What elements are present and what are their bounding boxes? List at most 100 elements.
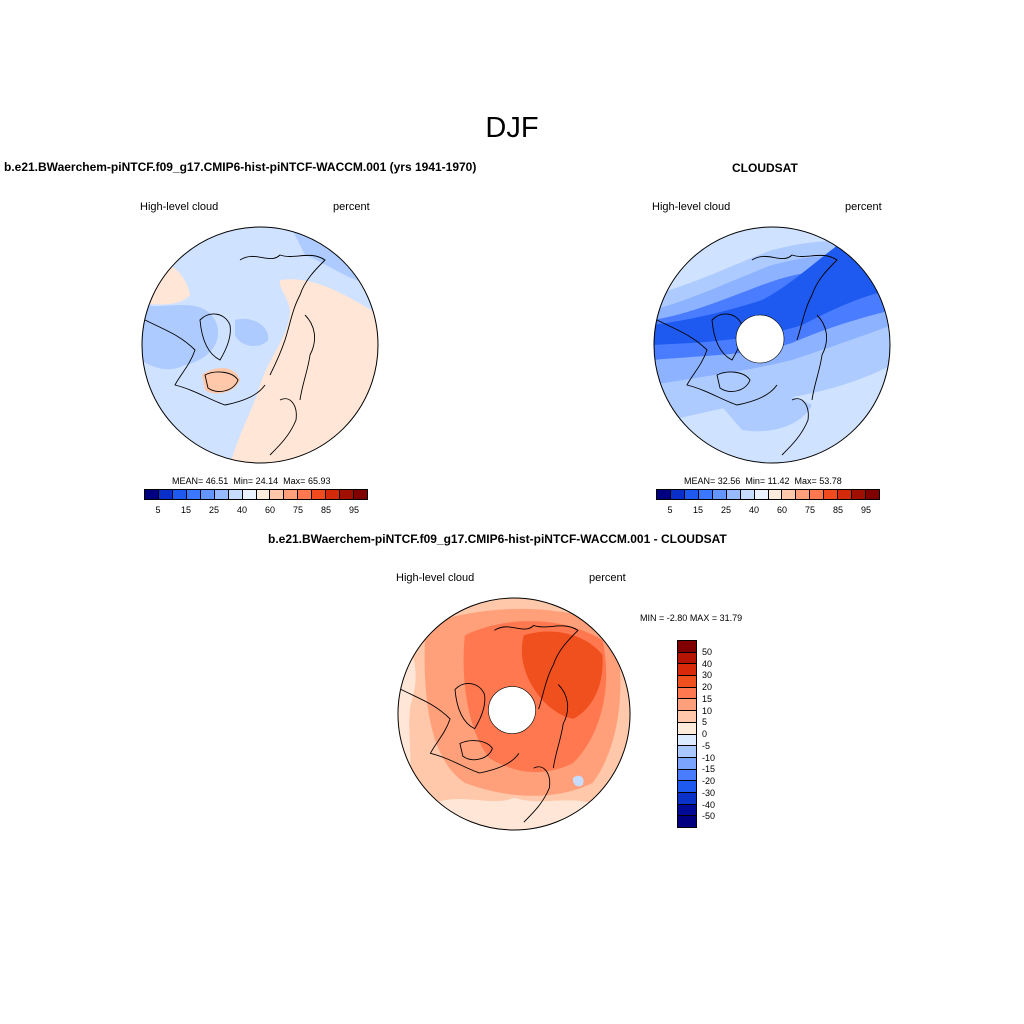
diff-colorbar-swatch (678, 664, 696, 677)
diff-colorbar-tick-label: -20 (702, 776, 716, 786)
obs-max-value: 53.78 (819, 476, 842, 486)
model-units-label: percent (333, 201, 370, 213)
obs-min-label: Min= (745, 476, 766, 486)
obs-colorbar-swatch (768, 490, 783, 499)
obs-colorbar-ticks: 5 15 25 40 60 75 85 95 (656, 505, 880, 517)
diff-max-value: 31.79 (719, 613, 743, 623)
obs-field-pale-west (654, 264, 671, 287)
obs-max-label: Max= (794, 476, 817, 486)
model-coastline-alaska (299, 314, 316, 401)
model-colorbar (144, 489, 368, 500)
obs-pole-hole (735, 314, 785, 364)
obs-colorbar-tick-label: 85 (832, 505, 844, 515)
diff-colorbar-swatch (678, 722, 696, 735)
model-colorbar-swatch (200, 490, 215, 499)
diff-colorbar-tick-label: 15 (702, 693, 713, 704)
obs-panel-title: CLOUDSAT (732, 161, 798, 175)
obs-min-value: 11.42 (767, 476, 790, 486)
diff-colorbar-ticks: 50 40 30 20 15 10 5 0 -5 -10 -15 -20 -30 -40 -50 (702, 640, 732, 828)
diff-coastline-eurasia (494, 624, 579, 710)
diff-max-label: MAX = (689, 613, 718, 623)
obs-colorbar-tick-label: 75 (804, 505, 816, 515)
obs-colorbar-swatch (782, 490, 797, 499)
diff-colorbar-tick-label: 5 (702, 717, 708, 728)
obs-polar-map (653, 226, 891, 464)
diff-coastline-scandinavia (523, 766, 551, 823)
model-field-warm-east (230, 279, 378, 463)
obs-colorbar-swatch (754, 490, 769, 499)
obs-colorbar-tick-label: 40 (748, 505, 760, 515)
diff-units-label: percent (589, 572, 626, 584)
diff-coastline-hudson (459, 740, 493, 761)
obs-colorbar-tick-label: 60 (776, 505, 788, 515)
obs-colorbar-swatch (824, 490, 839, 499)
diff-stats: MIN = -2.80 MAX = 31.79 (640, 613, 742, 623)
obs-mean-value: 32.56 (717, 476, 741, 486)
obs-colorbar (656, 489, 880, 500)
model-colorbar-swatch (354, 490, 367, 499)
model-max-value: 65.93 (307, 476, 331, 486)
obs-colorbar-swatch (684, 490, 699, 499)
diff-colorbar-tick-label: 0 (702, 729, 708, 739)
model-panel-title: b.e21.BWaerchem-piNTCF.f09_g17.CMIP6-his… (4, 160, 477, 174)
diff-colorbar-swatch (678, 711, 696, 723)
obs-colorbar-swatch (712, 490, 727, 499)
obs-colorbar-swatch (838, 490, 853, 499)
model-colorbar-ticks: 5 15 25 40 60 75 85 95 (144, 505, 368, 517)
model-mean-value: 46.51 (205, 476, 229, 486)
model-field-cool-center (235, 318, 269, 347)
diff-coastline-alaska (552, 684, 569, 769)
diff-colorbar-tick-label: 40 (702, 658, 713, 669)
diff-colorbar-swatch (678, 792, 696, 805)
model-colorbar-swatch (242, 490, 257, 499)
diff-colorbar-tick-label: -50 (702, 811, 716, 822)
diff-colorbar-tick-label: -30 (702, 787, 716, 798)
diff-colorbar-tick-label: -5 (702, 740, 711, 751)
obs-colorbar-tick-label: 5 (667, 505, 673, 515)
model-min-label: Min= (233, 476, 254, 486)
model-colorbar-tick-label: 40 (236, 505, 248, 515)
model-colorbar-swatch (256, 490, 271, 499)
diff-colorbar-swatch (678, 652, 696, 665)
obs-field-light-south (712, 389, 812, 432)
model-colorbar-tick-label: 15 (180, 505, 192, 515)
diff-colorbar (677, 640, 697, 828)
obs-colorbar-swatch (796, 490, 811, 499)
model-colorbar-swatch (186, 490, 201, 499)
model-coastline-canada (144, 319, 266, 406)
model-colorbar-swatch (145, 490, 159, 499)
model-colorbar-swatch (228, 490, 243, 499)
obs-stats: MEAN= 32.56 Min= 11.42 Max= 53.78 (684, 476, 842, 486)
model-colorbar-tick-label: 5 (155, 505, 161, 515)
obs-units-label: percent (845, 201, 882, 213)
obs-colorbar-tick-label: 15 (692, 505, 704, 515)
diff-colorbar-tick-label: 10 (702, 705, 713, 716)
model-colorbar-tick-label: 95 (348, 505, 360, 515)
model-colorbar-tick-label: 85 (320, 505, 332, 515)
model-colorbar-swatch (298, 490, 313, 499)
diff-colorbar-swatch (678, 687, 696, 700)
diff-colorbar-swatch (678, 746, 696, 758)
diff-colorbar-swatch (678, 781, 696, 793)
obs-colorbar-swatch (810, 490, 825, 499)
model-variable-label: High-level cloud (140, 201, 219, 213)
model-max-label: Max= (283, 476, 306, 486)
diff-colorbar-swatch (678, 699, 696, 712)
model-colorbar-swatch (270, 490, 285, 499)
obs-colorbar-swatch (657, 490, 671, 499)
diff-colorbar-tick-label: 20 (702, 682, 713, 692)
model-colorbar-swatch (214, 490, 229, 499)
diff-colorbar-swatch (678, 804, 696, 817)
model-mean-label: MEAN= (172, 476, 204, 486)
diff-colorbar-tick-label: -10 (702, 752, 716, 763)
obs-coastline-hudson (716, 371, 751, 392)
obs-colorbar-tick-label: 25 (720, 505, 732, 515)
diff-colorbar-swatch (678, 816, 696, 827)
diff-field-cool-spot (572, 775, 584, 787)
model-coastline-eurasia (239, 254, 326, 376)
diff-min-label: MIN = (640, 613, 665, 623)
diff-coastline-greenland (454, 683, 486, 730)
diff-colorbar-tick-label: -15 (702, 764, 716, 775)
diff-colorbar-tick-label: 30 (702, 670, 713, 681)
obs-coastline-canada (656, 319, 778, 406)
